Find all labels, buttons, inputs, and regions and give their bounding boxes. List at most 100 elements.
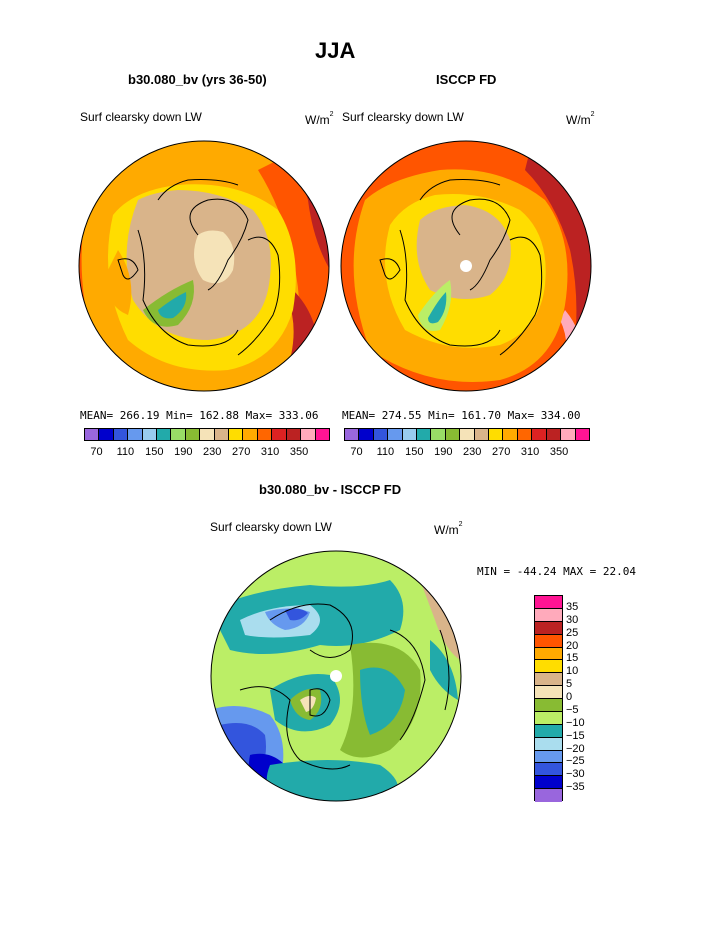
diff-panel-subtitle: Surf clearsky down LW (210, 520, 332, 534)
colorbar-swatch (99, 429, 114, 440)
colorbar-swatch (431, 429, 446, 440)
colorbar-swatch (359, 429, 374, 440)
right-colorbar (344, 428, 590, 441)
colorbar-swatch (474, 429, 490, 440)
colorbar-tick-label: −15 (566, 729, 585, 742)
diff-polar-map (210, 550, 462, 802)
colorbar-swatch (257, 429, 273, 440)
diff-colorbar (534, 595, 563, 802)
colorbar-tick-label: 310 (520, 446, 540, 458)
left-colorbar (84, 428, 330, 441)
colorbar-swatch (489, 429, 504, 440)
colorbar-swatch (535, 789, 562, 802)
colorbar-tick-label: 20 (566, 639, 579, 652)
colorbar-swatch (460, 429, 475, 440)
colorbar-tick-label: 190 (174, 446, 193, 458)
colorbar-swatch (345, 429, 360, 440)
diff-panel-units: W/m2 (434, 521, 463, 537)
colorbar-tick-label: 15 (566, 652, 579, 665)
colorbar-swatch (535, 737, 562, 751)
colorbar-swatch (229, 429, 244, 440)
colorbar-swatch (373, 429, 389, 440)
colorbar-swatch (535, 647, 562, 661)
colorbar-tick-label: 350 (549, 446, 569, 458)
colorbar-swatch (243, 429, 258, 440)
colorbar-swatch (535, 699, 562, 712)
colorbar-swatch (535, 724, 562, 738)
colorbar-swatch (532, 429, 547, 440)
colorbar-swatch (535, 686, 562, 699)
colorbar-tick-label: 310 (260, 446, 280, 458)
colorbar-tick-label: 30 (566, 613, 579, 626)
colorbar-tick-label: 110 (116, 446, 135, 458)
colorbar-tick-label: 150 (145, 446, 164, 458)
colorbar-tick-label: 150 (405, 446, 424, 458)
colorbar-swatch (200, 429, 215, 440)
colorbar-swatch (286, 429, 302, 440)
colorbar-swatch (561, 429, 576, 440)
colorbar-swatch (142, 429, 158, 440)
colorbar-swatch (113, 429, 129, 440)
colorbar-swatch (185, 429, 201, 440)
left-panel-title: b30.080_bv (yrs 36-50) (128, 72, 267, 87)
colorbar-tick-label: 0 (566, 691, 573, 703)
colorbar-swatch (85, 429, 100, 440)
colorbar-tick-label: 5 (566, 678, 573, 691)
colorbar-swatch (535, 673, 562, 687)
colorbar-swatch (546, 429, 562, 440)
colorbar-swatch (214, 429, 230, 440)
colorbar-swatch (535, 763, 562, 777)
colorbar-swatch (535, 608, 562, 622)
colorbar-tick-label: −20 (566, 742, 585, 755)
colorbar-tick-label: −10 (566, 716, 585, 729)
colorbar-swatch (171, 429, 186, 440)
colorbar-swatch (535, 750, 562, 764)
colorbar-tick-label: −25 (566, 755, 585, 768)
page-title: JJA (315, 38, 356, 63)
left-panel-units: W/m2 (305, 111, 334, 127)
colorbar-swatch (157, 429, 172, 440)
right-panel-subtitle: Surf clearsky down LW (342, 110, 464, 124)
colorbar-swatch (535, 711, 562, 725)
right-polar-map (340, 140, 592, 392)
colorbar-swatch (535, 634, 562, 648)
right-panel-units: W/m2 (566, 111, 595, 127)
colorbar-swatch (575, 429, 589, 440)
colorbar-swatch (535, 621, 562, 635)
right-panel-title: ISCCP FD (436, 72, 497, 87)
right-panel-stats: MEAN= 274.55 Min= 161.70 Max= 334.00 (342, 409, 581, 422)
colorbar-tick-label: −30 (566, 768, 585, 781)
diff-panel-title: b30.080_bv - ISCCP FD (259, 482, 402, 497)
diff-panel-stats: MIN = -44.24 MAX = 22.04 (477, 565, 636, 578)
left-panel-stats: MEAN= 266.19 Min= 162.88 Max= 333.06 (80, 409, 319, 422)
colorbar-swatch (388, 429, 403, 440)
colorbar-swatch (301, 429, 316, 440)
colorbar-swatch (445, 429, 461, 440)
left-panel-subtitle: Surf clearsky down LW (80, 110, 202, 124)
colorbar-tick-label: 230 (203, 446, 222, 458)
colorbar-tick-label: 70 (350, 446, 363, 458)
colorbar-swatch (128, 429, 143, 440)
colorbar-swatch (417, 429, 432, 440)
colorbar-tick-label: 230 (463, 446, 482, 458)
colorbar-swatch (503, 429, 518, 440)
colorbar-tick-label: 10 (566, 665, 579, 678)
colorbar-tick-label: 35 (566, 600, 579, 613)
colorbar-tick-label: 110 (376, 446, 395, 458)
left-polar-map (78, 140, 330, 392)
colorbar-swatch (535, 660, 562, 674)
colorbar-swatch (535, 596, 562, 609)
colorbar-swatch (517, 429, 533, 440)
colorbar-swatch (272, 429, 287, 440)
colorbar-tick-label: −5 (566, 703, 579, 716)
colorbar-tick-label: 270 (491, 446, 511, 458)
colorbar-tick-label: −35 (566, 781, 585, 794)
colorbar-swatch (535, 776, 562, 790)
colorbar-swatch (402, 429, 418, 440)
colorbar-tick-label: 350 (289, 446, 309, 458)
colorbar-tick-label: 270 (231, 446, 251, 458)
colorbar-swatch (315, 429, 329, 440)
colorbar-tick-label: 25 (566, 626, 579, 639)
colorbar-tick-label: 190 (434, 446, 453, 458)
colorbar-tick-label: 70 (90, 446, 103, 458)
